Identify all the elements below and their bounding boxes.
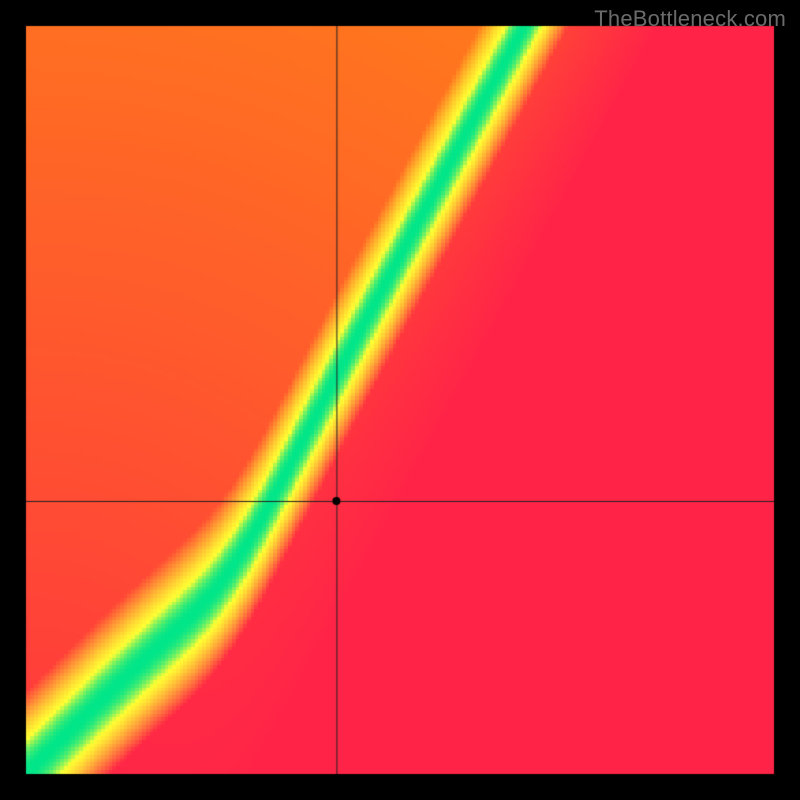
chart-container: TheBottleneck.com	[0, 0, 800, 800]
watermark-label: TheBottleneck.com	[594, 6, 786, 32]
heatmap-canvas	[0, 0, 800, 800]
